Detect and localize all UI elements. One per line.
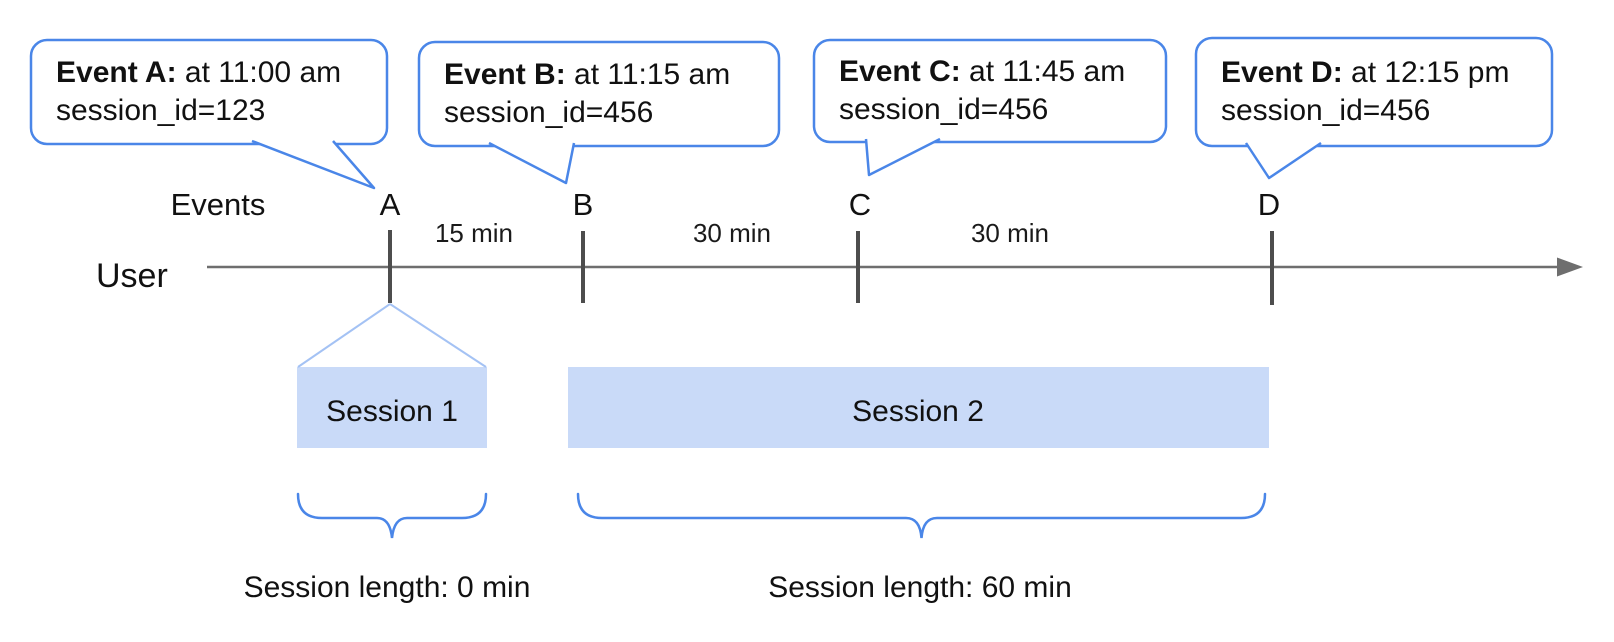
session-1-brace — [296, 492, 488, 539]
callout-b-session-id: session_id=456 — [444, 96, 654, 129]
event-mark-c: C — [848, 187, 872, 222]
callout-c-session-id: session_id=456 — [839, 93, 1049, 126]
callout-b-line1: Event B: at 11:15 am — [444, 58, 731, 91]
interval-c-d: 30 min — [970, 218, 1050, 248]
funnel-line-right — [389, 303, 487, 368]
user-axis-label: User — [96, 257, 168, 295]
callout-b-bubble — [417, 40, 781, 148]
event-mark-a: A — [379, 187, 401, 222]
callout-event-d: Event D: at 12:15 pm session_id=456 — [1195, 38, 1553, 146]
timeline-arrowhead-icon — [1557, 257, 1583, 277]
session-2-label: Session 2 — [852, 395, 984, 428]
callout-a-bubble — [29, 38, 389, 146]
callout-d-tail — [1244, 141, 1322, 180]
callout-event-c: Event C: at 11:45 am session_id=456 — [813, 40, 1167, 142]
session-1-label: Session 1 — [326, 395, 458, 428]
session-1-length-label: Session length: 0 min — [243, 571, 531, 604]
session-2-length-label: Session length: 60 min — [768, 571, 1072, 604]
callout-b-tail — [488, 141, 576, 185]
callout-event-b: Event B: at 11:15 am session_id=456 — [418, 42, 780, 146]
interval-a-b: 15 min — [434, 218, 514, 248]
callout-d-bubble — [1194, 36, 1554, 148]
events-row-label: Events — [170, 187, 266, 222]
callout-a-title: Event A: — [56, 56, 177, 89]
callout-c-title: Event C: — [839, 55, 961, 88]
callout-d-title: Event D: — [1221, 56, 1343, 89]
callout-c-line1: Event C: at 11:45 am — [839, 55, 1126, 88]
funnel-line-left — [297, 303, 391, 368]
callout-d-session-id: session_id=456 — [1221, 94, 1431, 127]
callout-b-title: Event B: — [444, 58, 566, 91]
event-mark-d: D — [1257, 187, 1281, 222]
session-1-box — [297, 367, 487, 448]
interval-b-c: 30 min — [692, 218, 772, 248]
session-2-brace — [576, 492, 1267, 539]
callout-a-tail — [251, 139, 376, 190]
callout-a-session-id: session_id=123 — [56, 94, 266, 127]
callout-c-tail — [864, 137, 941, 177]
callout-d-line1: Event D: at 12:15 pm — [1221, 56, 1510, 89]
session-2-box — [568, 367, 1269, 448]
callout-a-line1: Event A: at 11:00 am — [56, 56, 342, 89]
callout-event-a: Event A: at 11:00 am session_id=123 — [30, 40, 388, 144]
callout-c-bubble — [812, 38, 1168, 144]
event-mark-b: B — [572, 187, 594, 222]
